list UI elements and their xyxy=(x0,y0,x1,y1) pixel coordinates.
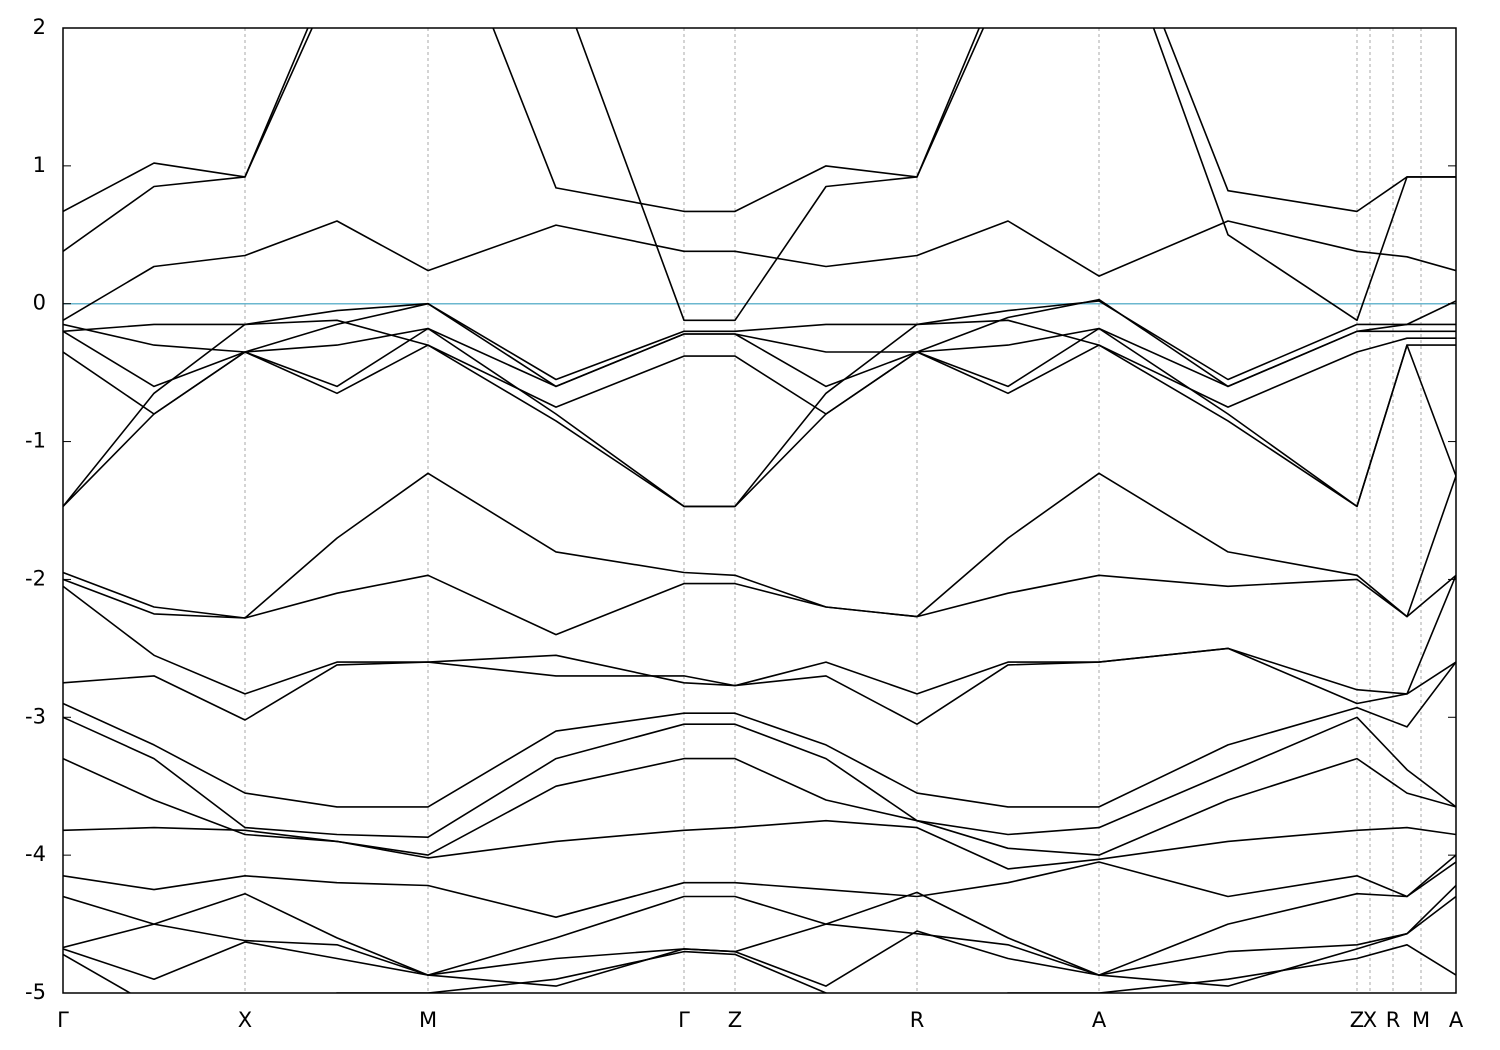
band-line xyxy=(63,757,1456,856)
x-tick-label: Z xyxy=(728,1008,742,1032)
band-line xyxy=(63,854,1456,918)
band-line xyxy=(63,647,1456,725)
x-tick-label: A xyxy=(1449,1008,1464,1032)
x-tick-label: A xyxy=(1092,1008,1107,1032)
x-tick-label: Γ xyxy=(678,1008,690,1032)
band-line xyxy=(63,574,1456,636)
band-line xyxy=(63,944,1456,993)
x-tick-label: X xyxy=(238,1008,252,1032)
band-line xyxy=(63,716,1456,838)
y-tick-label: -5 xyxy=(25,980,46,1004)
plot-frame xyxy=(62,27,1457,994)
band-line xyxy=(63,884,1456,976)
x-tick-label: X xyxy=(1363,1008,1377,1032)
x-tick-label: R xyxy=(1386,1008,1401,1032)
y-tick-label: 2 xyxy=(33,15,46,39)
band-line xyxy=(63,574,1456,695)
x-tick-label: Γ xyxy=(57,1008,69,1032)
band-line xyxy=(63,300,1456,381)
band-line xyxy=(63,319,1456,508)
band-line xyxy=(63,28,1456,213)
band-line xyxy=(63,220,1456,321)
band-line xyxy=(63,819,1456,870)
x-tick-label: R xyxy=(910,1008,925,1032)
y-tick-label: -3 xyxy=(25,704,46,728)
band-line xyxy=(63,298,1456,388)
band-line xyxy=(63,28,1456,322)
band-line xyxy=(63,861,1456,976)
y-tick-label: -4 xyxy=(25,842,46,866)
band-line xyxy=(63,327,1456,388)
y-tick-label: 1 xyxy=(33,153,46,177)
y-tick-label: -1 xyxy=(25,429,46,453)
x-tick-label: M xyxy=(419,1008,437,1032)
band-line xyxy=(63,895,1456,987)
grid xyxy=(62,28,1457,993)
bands xyxy=(63,28,1456,993)
x-tick-label: Z xyxy=(1350,1008,1364,1032)
band-line xyxy=(63,327,1456,508)
band-line xyxy=(63,337,1456,415)
y-tick-label: 0 xyxy=(33,291,46,315)
band-line xyxy=(63,661,1456,808)
band-line xyxy=(63,472,1456,619)
y-tick-label: -2 xyxy=(25,566,46,590)
x-tick-label: M xyxy=(1412,1008,1430,1032)
